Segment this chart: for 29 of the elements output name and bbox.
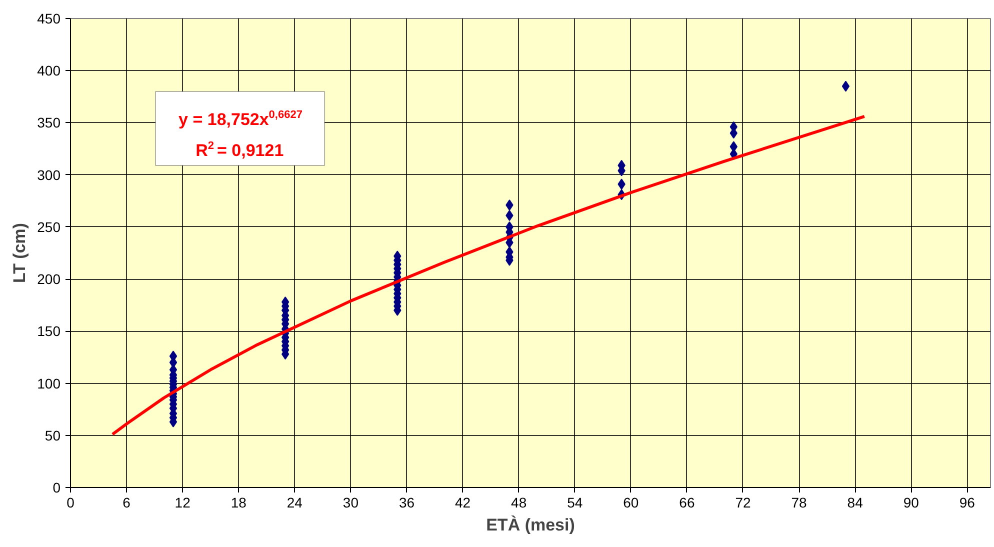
y-tick-label: 350	[37, 114, 61, 131]
x-tick-label: 6	[122, 494, 131, 510]
y-tick-label: 300	[37, 166, 61, 183]
x-tick-label: 66	[679, 494, 695, 510]
x-tick-label: 42	[455, 494, 471, 510]
y-tick-label: 200	[37, 271, 61, 288]
x-tick-label: 18	[230, 494, 247, 510]
x-tick-label: 48	[511, 494, 527, 510]
y-axis-title: LT (cm)	[10, 222, 30, 284]
y-tick-label: 150	[37, 323, 61, 340]
x-tick-label: 96	[959, 494, 976, 510]
y-tick-label: 450	[37, 10, 61, 26]
x-tick-label: 30	[342, 494, 359, 510]
x-tick-label: 12	[174, 494, 191, 510]
x-tick-label: 90	[903, 494, 920, 510]
y-tick-label: 0	[52, 480, 61, 496]
x-tick-label: 60	[623, 494, 639, 510]
y-tick-label: 400	[37, 62, 61, 79]
x-tick-label: 72	[735, 494, 751, 510]
x-tick-label: 84	[847, 494, 864, 510]
x-tick-label: 24	[286, 494, 303, 510]
y-tick-label: 50	[44, 427, 61, 444]
x-tick-label: 78	[791, 494, 808, 510]
x-tick-label: 36	[398, 494, 415, 510]
y-tick-label: 250	[37, 218, 61, 235]
y-tick-label: 100	[37, 375, 61, 392]
x-axis-title: ETÀ (mesi)	[486, 514, 575, 534]
x-tick-label: 54	[567, 494, 583, 510]
x-tick-label: 0	[66, 494, 75, 510]
